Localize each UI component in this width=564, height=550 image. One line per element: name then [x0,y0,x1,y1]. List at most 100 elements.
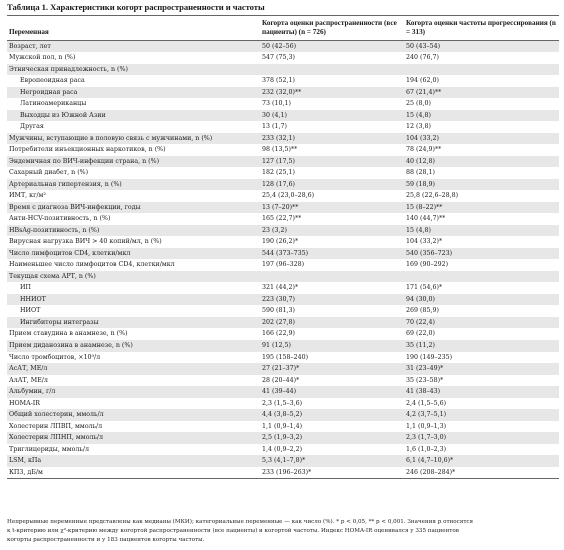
row-prevalence-value [260,270,404,283]
row-prevalence-value: 590 (81,3) [262,307,295,315]
row-incidence-value: 94 (30,0) [404,293,559,306]
row-variable-cell: Мужской пол, n (%) [9,54,76,62]
table-row: Альбумин, г/л 41 (39–44) 41 (38–43) [7,386,559,398]
row-variable-cell: Этническая принадлежность, n (%) [7,63,260,76]
row-variable-cell: Возраст, лет [7,40,260,53]
table-row: Время с диагноза ВИЧ-инфекции, годы 13 (7… [7,201,559,214]
row-incidence-value: 169 (90–292) [406,261,449,269]
row-prevalence-value: 91 (12,5) [260,340,404,352]
row-incidence-value: 1,1 (0,9–1,3) [406,422,447,430]
table-row: Мужской пол, n (%) 547 (75,3) 240 (76,7) [7,52,559,64]
table-row: Выходцы из Южной Азии 30 (4,1) 15 (4,8) [7,109,559,122]
row-variable-cell: Другая [20,123,44,131]
row-prevalence-value: 547 (75,3) [262,54,295,62]
row-incidence-value: 15 (8–22)** [404,201,559,214]
row-variable-cell: LSM, кПа [7,455,260,467]
row-incidence-value: 171 (54,6)* [406,284,443,292]
row-incidence-value: 70 (22,4) [404,316,559,329]
table-caption: Таблица 1. Характеристики когорт распрос… [7,2,265,12]
row-prevalence-value: 1,1 (0,9–1,4) [262,422,303,430]
row-prevalence-value: 2,5 (1,9–3,2) [260,432,404,444]
characteristics-table: Переменная Когорта оценки распространенн… [7,15,559,480]
row-variable-cell: Текущая схема АРТ, n (%) [7,270,260,283]
row-variable-cell: Число тромбоцитов, ×10⁹/л [9,353,101,361]
row-variable-cell: Общий холестерин, ммоль/л [7,409,260,421]
row-variable-cell: Эндемичная по ВИЧ-инфекции страна, n (%) [7,155,260,168]
row-incidence-value: 35 (11,2) [404,340,559,352]
row-variable-cell: Триглицериды, ммоль/л [9,445,89,453]
row-variable-cell: Латиноамериканцы [20,100,87,108]
row-variable-cell: Прием диданозина в анамнезе, n (%) [7,340,260,352]
row-incidence-value: 59 (18,9) [404,178,559,191]
row-variable-cell: Потребители инъекционных наркотиков, n (… [9,146,166,154]
row-prevalence-value: 182 (25,1) [262,169,295,177]
row-prevalence-value: 165 (22,7)** [262,215,302,223]
row-incidence-value: 6,1 (4,7–10,6)* [404,455,559,467]
row-incidence-value: 41 (38–43) [404,386,559,398]
table-row: ИМТ, кг/м² 25,4 (23,0–28,6) 25,8 (22,6–28,… [7,190,559,202]
row-variable-cell: Европеоидная раса [20,77,85,85]
row-incidence-value [404,270,559,283]
table-row: Ингибиторы интегразы 202 (27,8) 70 (22,4) [7,316,559,329]
row-variable-cell: ННИОТ [7,293,260,306]
row-incidence-value: 12 (3,8) [406,123,431,131]
row-variable-cell: АсАТ, МЕ/л [7,363,260,375]
row-incidence-value: 40 (12,8) [404,155,559,168]
table-row: Анти-HCV-позитивность, n (%) 165 (22,7)**… [7,213,559,225]
row-variable-cell: Время с диагноза ВИЧ-инфекции, годы [7,201,260,214]
table-body: Возраст, лет 50 (42–56) 50 (43–54) Мужской … [7,40,559,480]
row-prevalence-value: 27 (21–37)* [260,363,404,375]
row-incidence-value: 25,8 (22,6–28,8) [406,192,459,200]
table-row: Прием диданозина в анамнезе, n (%) 91 (12… [7,340,559,352]
header-incidence-cohort: Когорта оценки частоты прогрессирования … [404,15,559,41]
row-variable-cell: ИМТ, кг/м² [9,192,46,200]
table-row: Артериальная гипертензия, n (%) 128 (17,6… [7,178,559,191]
table-row: Прием ставудина в анамнезе, n (%) 166 (22… [7,328,559,340]
row-prevalence-value: 321 (44,2)* [262,284,299,292]
row-prevalence-value: 1,4 (0,9–2,2) [262,445,303,453]
table-row: Холестерин ЛПНП, ммоль/л 2,5 (1,9–3,2) 2,3… [7,432,559,444]
row-variable-cell: Число лимфоцитов CD4, клетки/мкл [7,247,260,260]
table-row: ИП 321 (44,2)* 171 (54,6)* [7,282,559,294]
table-header-row: Переменная Когорта оценки распространенн… [7,15,559,41]
row-incidence-value: 2,3 (1,7–3,0) [404,432,559,444]
row-prevalence-value: 98 (13,5)** [262,146,298,154]
row-variable-cell: Прием ставудина в анамнезе, n (%) [9,330,128,338]
row-prevalence-value: 223 (30,7) [260,293,404,306]
row-prevalence-value: 13 (1,7) [262,123,287,131]
table-row: Общий холестерин, ммоль/л 4,4 (3,8–5,2) 4,… [7,409,559,421]
row-prevalence-value: 73 (10,1) [262,100,291,108]
table-row: Холестерин ЛПВП, ммоль/л 1,1 (0,9–1,4) 1,1… [7,421,559,433]
row-variable-cell: Вирусная нагрузка ВИЧ > 40 копий/мл, n (… [9,238,162,246]
table-row: Негроидная раса 232 (32,0)** 67 (21,4)** [7,86,559,99]
row-incidence-value: 104 (33,2) [404,132,559,145]
table-row: HOMA-IR 2,3 (1,5–3,6) 2,4 (1,5–5,6) [7,398,559,410]
table-row: Сахарный диабет, n (%) 182 (25,1) 88 (28,1… [7,167,559,179]
row-variable-cell: ИП [20,284,31,292]
row-prevalence-value: 50 (42–56) [260,40,404,53]
row-prevalence-value: 544 (373–735) [260,247,404,260]
row-variable-cell: АлАТ, МЕ/л [9,376,48,384]
table-row: АсАТ, МЕ/л 27 (21–37)* 31 (23–49)* [7,363,559,375]
row-prevalence-value: 166 (22,9) [262,330,295,338]
row-incidence-value: 78 (24,9)** [406,146,442,154]
row-prevalence-value: 41 (39–44) [260,386,404,398]
row-prevalence-value: 233 (196–263)* [260,466,404,480]
row-incidence-value: 2,4 (1,5–5,6) [406,399,447,407]
table-footnote: Непрерывные переменные представлены как … [7,518,557,545]
footnote-line: Непрерывные переменные представлены как … [7,519,474,525]
row-prevalence-value [260,63,404,76]
row-prevalence-value: 233 (32,1) [260,132,404,145]
row-incidence-value: 69 (22,0) [406,330,435,338]
row-prevalence-value: 13 (7–20)** [260,201,404,214]
row-variable-cell: Холестерин ЛПВП, ммоль/л [9,422,103,430]
row-incidence-value: 104 (33,2)* [406,238,443,246]
row-incidence-value: 15 (4,8) [404,109,559,122]
row-variable-cell: Мужчины, вступающие в половую связь с му… [7,132,260,145]
table-row: ННИОТ 223 (30,7) 94 (30,0) [7,293,559,306]
row-prevalence-value: 127 (17,5) [260,155,404,168]
row-prevalence-value: 25,4 (23,0–28,6) [262,192,315,200]
table-row: Мужчины, вступающие в половую связь с му… [7,132,559,145]
table-row: Число лимфоцитов CD4, клетки/мкл 544 (373… [7,247,559,260]
